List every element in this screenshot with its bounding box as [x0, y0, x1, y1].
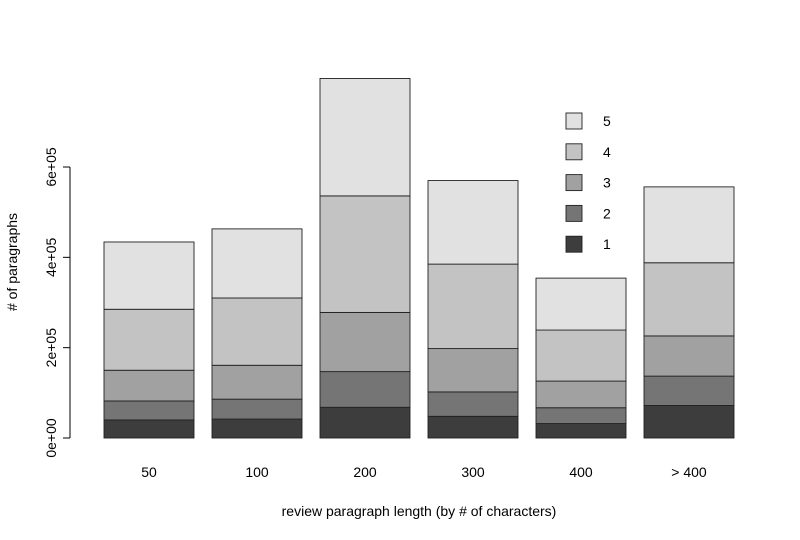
bar-segment-100-2 — [211, 398, 303, 420]
bar-segment-100-5 — [211, 228, 303, 299]
bar-segment-200-4 — [319, 195, 411, 313]
bar-segment-50-1 — [103, 419, 195, 439]
legend-label-4: 4 — [603, 144, 611, 160]
legend-label-3: 3 — [603, 175, 611, 191]
bar-segment-300-5 — [427, 180, 519, 265]
legend-label-5: 5 — [603, 113, 611, 129]
legend-swatch-4 — [565, 143, 583, 161]
y-tick-label: 2e+05 — [43, 328, 59, 368]
bar-segment-100-1 — [211, 418, 303, 439]
y-axis-title: # of paragraphs — [4, 213, 20, 311]
bar-segment-200-5 — [319, 78, 411, 197]
bar-segment-gtgt400-5 — [643, 186, 735, 264]
bar-segment-300-4 — [427, 263, 519, 350]
x-tick-label: 200 — [353, 464, 377, 480]
bar-segment-gtgt400-2 — [643, 375, 735, 406]
legend: 5 4 3 2 1 — [565, 112, 611, 253]
bar-segment-100-4 — [211, 297, 303, 366]
x-axis-labels: 50 100 200 300 400 > 400 — [141, 464, 707, 480]
legend-swatch-5 — [565, 112, 583, 130]
bar-segment-200-1 — [319, 406, 411, 439]
bar-segment-100-3 — [211, 364, 303, 400]
bar-segment-gtgt400-3 — [643, 335, 735, 377]
y-tick-label: 0e+00 — [43, 418, 59, 458]
bar-segment-50-5 — [103, 241, 195, 310]
legend-swatch-3 — [565, 174, 583, 192]
bar-segment-200-2 — [319, 371, 411, 408]
y-tick-label: 6e+05 — [43, 147, 59, 187]
legend-swatch-1 — [565, 235, 583, 253]
y-tick-label: 4e+05 — [43, 237, 59, 277]
x-tick-label: > 400 — [671, 464, 707, 480]
legend-label-1: 1 — [603, 236, 611, 252]
bar-segment-50-4 — [103, 308, 195, 371]
bar-segment-50-3 — [103, 369, 195, 402]
bar-segment-400-1 — [535, 423, 627, 439]
bar-segment-50-2 — [103, 400, 195, 421]
bar-segment-gtgt400-1 — [643, 405, 735, 439]
bar-segment-400-3 — [535, 380, 627, 409]
bar-segment-gtgt400-4 — [643, 262, 735, 337]
x-tick-label: 400 — [569, 464, 593, 480]
y-axis: 0e+00 2e+05 4e+05 6e+05 — [43, 147, 71, 458]
x-axis-title: review paragraph length (by # of charact… — [282, 503, 557, 519]
x-tick-label: 300 — [461, 464, 485, 480]
x-tick-label: 100 — [245, 464, 269, 480]
legend-label-2: 2 — [603, 205, 611, 221]
x-tick-label: 50 — [141, 464, 157, 480]
bar-segment-400-5 — [535, 277, 627, 331]
bar-segment-400-2 — [535, 407, 627, 424]
bar-segment-300-2 — [427, 391, 519, 417]
bars-group — [103, 78, 735, 439]
bar-segment-300-1 — [427, 415, 519, 439]
bar-segment-400-4 — [535, 329, 627, 382]
legend-swatch-2 — [565, 204, 583, 222]
bar-segment-300-3 — [427, 348, 519, 393]
bar-segment-200-3 — [319, 311, 411, 373]
